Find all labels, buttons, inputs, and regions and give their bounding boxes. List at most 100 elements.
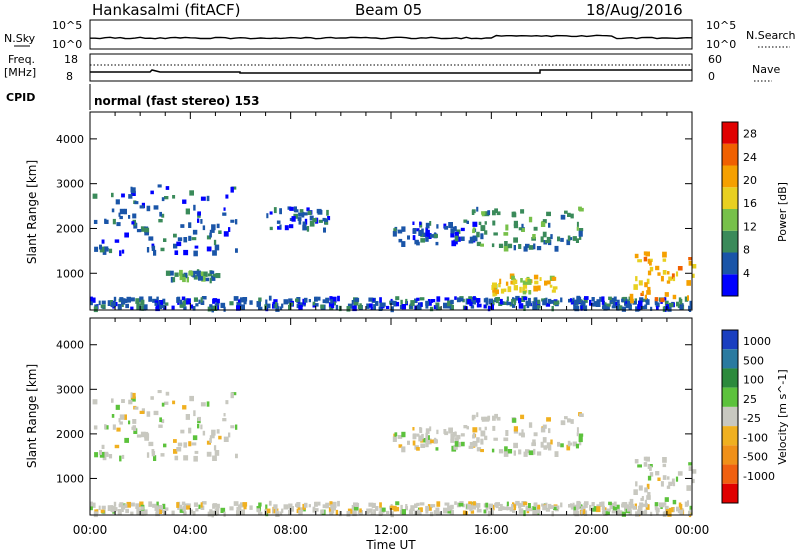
power-cell [675,271,679,277]
time-tick-label: 00:00 [675,523,710,537]
velocity-cell [480,430,486,437]
velocity-cell [427,504,431,510]
power-cell [179,274,183,281]
power-cell [545,240,550,244]
velocity-cell [416,502,420,506]
power-cell [269,226,273,231]
power-cell [660,275,664,282]
velocity-cell [553,506,558,511]
power-cell [525,300,529,306]
power-cell [334,301,336,306]
power-cell [218,230,222,234]
velocity-cell [430,439,435,444]
power-cell [306,207,310,212]
power-cell [583,305,588,311]
velocity-cell [161,402,165,407]
velocity-cell [91,502,96,508]
velocity-cell [113,508,116,513]
power-cell [276,220,281,224]
power-cell [655,265,660,271]
power-cell [454,296,457,300]
power-cell [328,302,332,308]
power-cell [487,210,491,216]
velocity-cell [281,508,284,513]
power-cell [500,288,505,294]
velocity-cell [576,427,579,433]
time-tick-label: 16:00 [474,523,509,537]
y-tick-label: 4000 [56,133,84,146]
velocity-cell [608,501,612,506]
velocity-cell [492,425,496,431]
power-cell [480,243,484,247]
power-cell [111,208,115,213]
power-cell [209,232,212,238]
power-cell [498,243,504,248]
velocity-cell [393,505,397,512]
velocity-cell [484,435,488,441]
power-cell [533,285,538,292]
velocity-cell [572,502,575,508]
power-cell [627,301,632,307]
velocity-cell [359,508,362,513]
power-cell [506,296,509,301]
power-colorbar: 4 8 12 16 20 24 28 [721,121,757,297]
velocity-cell [206,401,210,407]
power-cell [121,300,126,305]
velocity-cell [332,501,337,508]
cpid-label: CPID [6,91,35,104]
velocity-cell [580,510,583,516]
velocity-cell [532,510,538,515]
colorbar-tick-label: 100 [743,374,764,387]
power-cell [447,304,452,309]
velocity-cell [140,506,144,510]
power-cell [672,277,676,282]
velocity-cell [520,414,525,420]
power-cell [458,297,464,302]
power-cell [170,276,174,283]
power-cell [182,277,186,283]
power-cell [223,306,226,312]
velocity-cell [201,501,207,505]
power-cell [420,238,426,243]
power-cell [398,238,403,243]
velocity-cell [671,478,675,484]
power-cell [628,296,631,301]
velocity-cell [639,502,644,508]
velocity-cell [684,501,689,507]
velocity-cell [107,505,111,511]
power-cell [574,299,579,305]
power-cell [94,246,99,252]
power-cell [133,222,138,229]
velocity-cell [314,501,318,507]
velocity-cell [451,509,454,515]
power-cell [578,230,583,237]
velocity-cell [667,511,672,517]
velocity-cell [506,506,512,510]
power-cell [401,241,406,247]
velocity-cell [429,511,434,517]
velocity-cell [656,511,659,516]
velocity-cell [135,503,140,509]
power-cell [324,221,329,225]
power-cell [381,302,386,307]
power-cell [119,208,125,215]
power-cell [140,301,144,305]
velocity-cell [416,447,420,451]
velocity-cell [425,432,429,439]
velocity-cell [450,433,455,440]
velocity-cell [444,502,450,506]
velocity-cell [444,431,449,436]
velocity-cell [93,425,98,430]
power-cell [306,226,310,232]
power-cell [644,282,648,288]
power-cell [213,239,217,246]
power-cell [101,239,105,244]
colorbar-tick-label: 16 [743,197,757,210]
velocity-cell [236,506,242,512]
power-cell [468,296,473,301]
velocity-cell [667,476,670,480]
velocity-cell [579,433,584,437]
power-cell [368,297,374,302]
velocity-cell [197,416,201,422]
power-cell [148,296,153,302]
